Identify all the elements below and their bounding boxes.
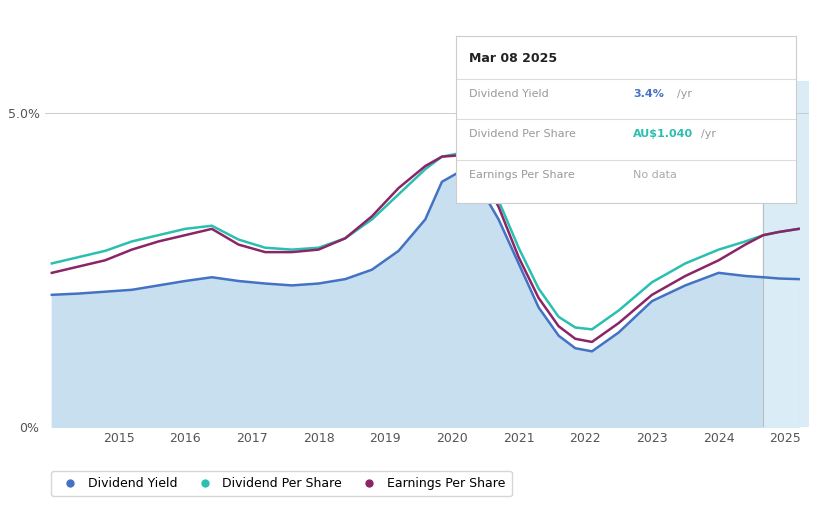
Text: Mar 08 2025: Mar 08 2025 bbox=[470, 52, 557, 66]
Text: Past: Past bbox=[767, 54, 793, 68]
Text: No data: No data bbox=[633, 170, 677, 180]
Text: Earnings Per Share: Earnings Per Share bbox=[470, 170, 575, 180]
Legend: Dividend Yield, Dividend Per Share, Earnings Per Share: Dividend Yield, Dividend Per Share, Earn… bbox=[52, 471, 511, 496]
Text: Dividend Yield: Dividend Yield bbox=[470, 89, 549, 99]
Text: Dividend Per Share: Dividend Per Share bbox=[470, 130, 576, 139]
Bar bbox=[764, 81, 809, 427]
Text: 3.4%: 3.4% bbox=[633, 89, 663, 99]
Text: /yr: /yr bbox=[701, 130, 716, 139]
Text: AU$1.040: AU$1.040 bbox=[633, 130, 693, 139]
Text: /yr: /yr bbox=[677, 89, 692, 99]
